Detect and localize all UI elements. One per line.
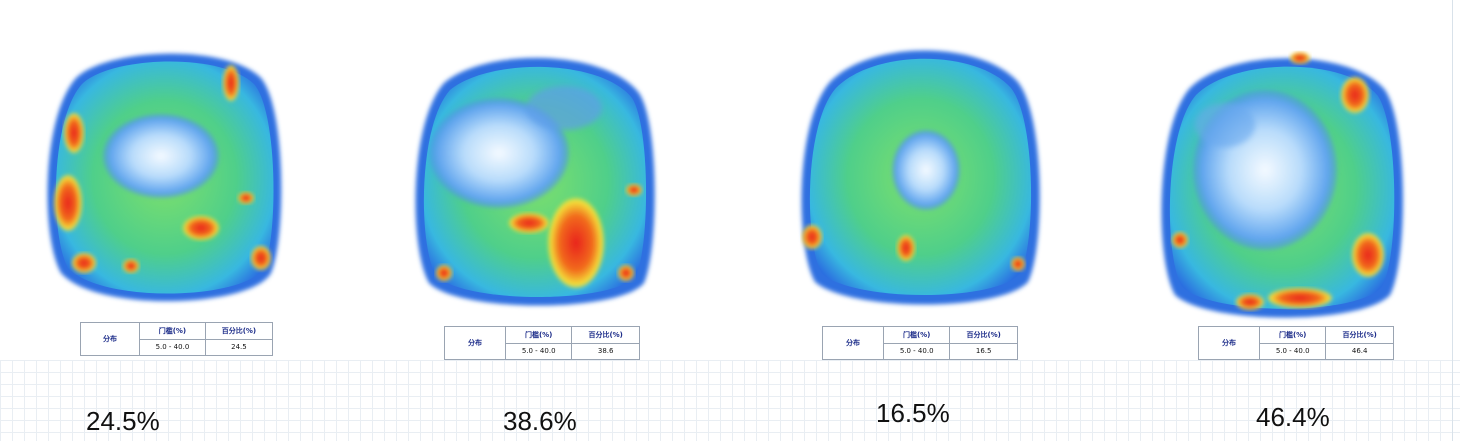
threshold-value: 5.0 - 40.0 [139, 338, 206, 356]
distribution-table-2: 分布 门槛(%) 百分比(%) 5.0 - 40.0 38.6 [444, 326, 640, 360]
distribution-table-4: 分布 门槛(%) 百分比(%) 5.0 - 40.0 46.4 [1198, 326, 1394, 360]
percent-header: 百分比(%) [1325, 326, 1394, 344]
threshold-header: 门槛(%) [139, 322, 206, 340]
dist-label: 分布 [444, 326, 506, 360]
dist-label: 分布 [1198, 326, 1260, 360]
threshold-value: 5.0 - 40.0 [882, 342, 951, 360]
percent-caption-4: 46.4% [1256, 402, 1330, 432]
percent-caption-1: 24.5% [86, 406, 160, 436]
ventilation-scan-2 [415, 57, 655, 306]
right-divider [1452, 0, 1453, 441]
threshold-header: 门槛(%) [882, 326, 951, 344]
threshold-value: 5.0 - 40.0 [1258, 342, 1327, 360]
grid-background [0, 360, 1460, 441]
threshold-header: 门槛(%) [1258, 326, 1327, 344]
percent-value: 16.5 [949, 342, 1018, 360]
percent-value: 46.4 [1325, 342, 1394, 360]
percent-value: 38.6 [571, 342, 640, 360]
ventilation-scan-3 [801, 50, 1040, 305]
threshold-value: 5.0 - 40.0 [504, 342, 573, 360]
ventilation-scan-1 [47, 53, 282, 302]
percent-header: 百分比(%) [949, 326, 1018, 344]
percent-header: 百分比(%) [204, 322, 274, 340]
distribution-table-3: 分布 门槛(%) 百分比(%) 5.0 - 40.0 16.5 [822, 326, 1018, 360]
percent-header: 百分比(%) [571, 326, 640, 344]
threshold-header: 门槛(%) [504, 326, 573, 344]
percent-caption-3: 16.5% [876, 398, 950, 428]
ventilation-scan-4 [1161, 52, 1403, 318]
distribution-table-1: 分布 门槛(%) 百分比(%) 5.0 - 40.0 24.5 [80, 322, 274, 356]
dist-label: 分布 [80, 322, 140, 356]
percent-caption-2: 38.6% [503, 406, 577, 436]
dist-label: 分布 [822, 326, 884, 360]
percent-value: 24.5 [204, 338, 274, 356]
